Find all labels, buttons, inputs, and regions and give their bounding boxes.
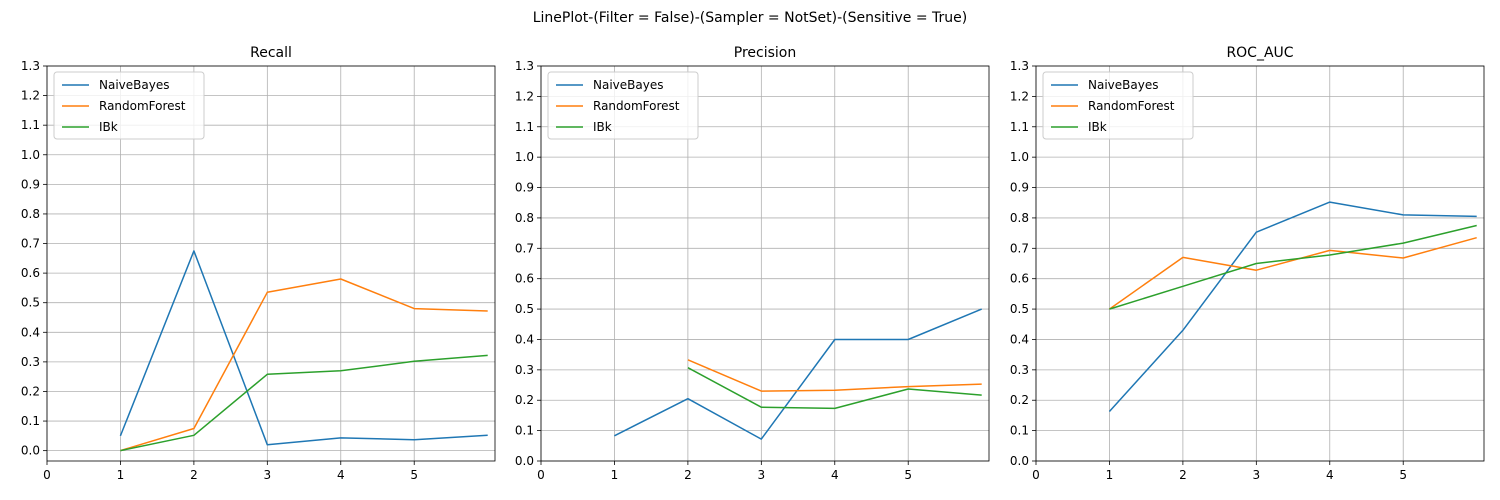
panel-recall-ytick-label-2: 0.2 [21,384,40,398]
panel-precision-ytick-label-6: 0.6 [515,272,534,286]
panel-roc-auc-frame [1035,65,1485,462]
panel-recall-xtick-label-3: 3 [264,468,272,482]
panel-roc-auc-xtick-label-2: 2 [1179,468,1187,482]
panel-roc-auc-ytick-label-9: 0.9 [1010,181,1029,195]
panel-recall-ytick-label-10: 1.0 [21,148,40,162]
panel-precision-ytick-label-2: 0.2 [515,393,534,407]
panel-recall-xtick-label-1: 1 [117,468,125,482]
panel-recall-xtick-label-4: 4 [337,468,345,482]
panel-roc-auc-ytick-label-5: 0.5 [1010,302,1029,316]
panel-recall-ytick-label-8: 0.8 [21,207,40,221]
panel-precision-frame [540,65,990,462]
panel-roc-auc-ytick-label-10: 1.0 [1010,150,1029,164]
panel-roc-auc-ytick-label-4: 0.4 [1010,332,1029,346]
panel-roc-auc-line-ibk [1109,224,1477,310]
panel-precision-ytick-label-1: 0.1 [515,424,534,438]
panel-recall-ytick-label-7: 0.7 [21,237,40,251]
panel-roc-auc-ytick-label-11: 1.1 [1010,120,1029,134]
panel-precision-ytick-label-13: 1.3 [515,59,534,73]
panel-roc-auc-ytick-label-6: 0.6 [1010,272,1029,286]
panel-precision-xtick-label-2: 2 [684,468,692,482]
panel-roc-auc-xtick-label-3: 3 [1253,468,1261,482]
panel-recall-ytick-label-11: 1.1 [21,118,40,132]
panel-precision-ytick-label-8: 0.8 [515,211,534,225]
panel-recall-legend-label-randomforest: RandomForest [99,99,186,113]
panel-precision-ytick-label-4: 0.4 [515,332,534,346]
panel-recall-ytick-label-12: 1.2 [21,89,40,103]
panel-precision-xtick-label-5: 5 [904,468,912,482]
panel-roc-auc-ytick-label-12: 1.2 [1010,89,1029,103]
panel-recall-legend-label-naivebayes: NaiveBayes [99,78,169,92]
panel-roc-auc-line-naivebayes [1108,201,1477,413]
panel-roc-auc-ytick-label-8: 0.8 [1010,211,1029,225]
panel-recall-ytick-label-3: 0.3 [21,355,40,369]
panel-precision-title: Precision [734,45,796,61]
panel-recall-ytick-label-13: 1.3 [21,59,40,73]
panel-recall-line-naivebayes [119,250,488,446]
panel-precision-xtick-label-0: 0 [537,468,545,482]
panel-recall-title: Recall [250,45,292,61]
panel-recall-ytick-label-6: 0.6 [21,266,40,280]
panel-precision-legend-label-naivebayes: NaiveBayes [593,78,663,92]
panel-roc-auc-xtick-label-1: 1 [1106,468,1114,482]
panel-recall-ytick-label-9: 0.9 [21,177,40,191]
panel-recall-line-ibk [120,354,488,452]
panel-roc-auc-xtick-label-5: 5 [1399,468,1407,482]
panel-precision-xtick-label-1: 1 [611,468,619,482]
panel-precision: 0 1 2 3 4 5 0.0 0.1 0.2 0.3 0.4 0.5 0.6 0.7 0.8 0.9 1.0 1… [515,45,990,482]
panel-precision-legend [547,71,699,140]
panel-roc-auc-legend-label-ibk: IBk [1088,120,1107,134]
panel-recall-xtick-label-0: 0 [43,468,51,482]
panel-recall-ytick-label-0: 0.0 [21,444,40,458]
panel-roc-auc: 0 1 2 3 4 5 0.0 0.1 0.2 0.3 0.4 0.5 0.6 0.7 0.8 0.9 1.0 1… [1010,45,1485,482]
panel-roc-auc-ytick-label-13: 1.3 [1010,59,1029,73]
panel-recall-ytick-label-1: 0.1 [21,414,40,428]
panel-precision-ytick-label-12: 1.2 [515,89,534,103]
panel-recall-legend [53,71,205,140]
panel-precision-line-naivebayes [614,308,982,440]
panel-precision-ytick-label-7: 0.7 [515,241,534,255]
panel-roc-auc-ytick-label-2: 0.2 [1010,393,1029,407]
panel-roc-auc-legend-label-randomforest: RandomForest [1088,99,1175,113]
panel-recall-ytick-label-5: 0.5 [21,296,40,310]
panel-precision-legend-label-ibk: IBk [593,120,612,134]
panel-recall-xtick-label-5: 5 [410,468,418,482]
panel-roc-auc-legend-label-naivebayes: NaiveBayes [1088,78,1158,92]
panel-roc-auc-ytick-label-0: 0.0 [1010,454,1029,468]
panel-recall-frame [46,65,496,462]
figure-suptitle: LinePlot-(Filter = False)-(Sampler = Not… [533,10,968,26]
panel-roc-auc-title: ROC_AUC [1226,45,1293,61]
panel-precision-ytick-label-3: 0.3 [515,363,534,377]
panel-roc-auc-ytick-label-3: 0.3 [1010,363,1029,377]
panel-recall: 0 1 2 3 4 5 0.0 0.1 0.2 0.3 0.4 0.5 0.6 0.7 0.8 0.9 1.0 1… [21,45,496,482]
panel-precision-legend-label-randomforest: RandomForest [593,99,680,113]
panel-precision-xtick-label-4: 4 [831,468,839,482]
panel-recall-legend-label-ibk: IBk [99,120,118,134]
panel-precision-line-randomforest [687,359,982,392]
panel-recall-ytick-label-4: 0.4 [21,325,40,339]
panel-recall-line-randomforest [120,278,488,452]
panel-precision-ytick-label-10: 1.0 [515,150,534,164]
panel-precision-ytick-label-0: 0.0 [515,454,534,468]
panel-precision-ytick-label-9: 0.9 [515,181,534,195]
panel-roc-auc-xtick-label-4: 4 [1326,468,1334,482]
panel-roc-auc-line-randomforest [1108,236,1477,310]
panel-roc-auc-ytick-label-7: 0.7 [1010,241,1029,255]
panel-roc-auc-legend [1042,71,1194,140]
panel-recall-xtick-label-2: 2 [190,468,198,482]
panel-precision-ytick-label-11: 1.1 [515,120,534,134]
panel-roc-auc-ytick-label-1: 0.1 [1010,424,1029,438]
panel-precision-line-ibk [687,367,982,410]
panel-precision-xtick-label-3: 3 [758,468,766,482]
panel-roc-auc-xtick-label-0: 0 [1032,468,1040,482]
panel-precision-ytick-label-5: 0.5 [515,302,534,316]
